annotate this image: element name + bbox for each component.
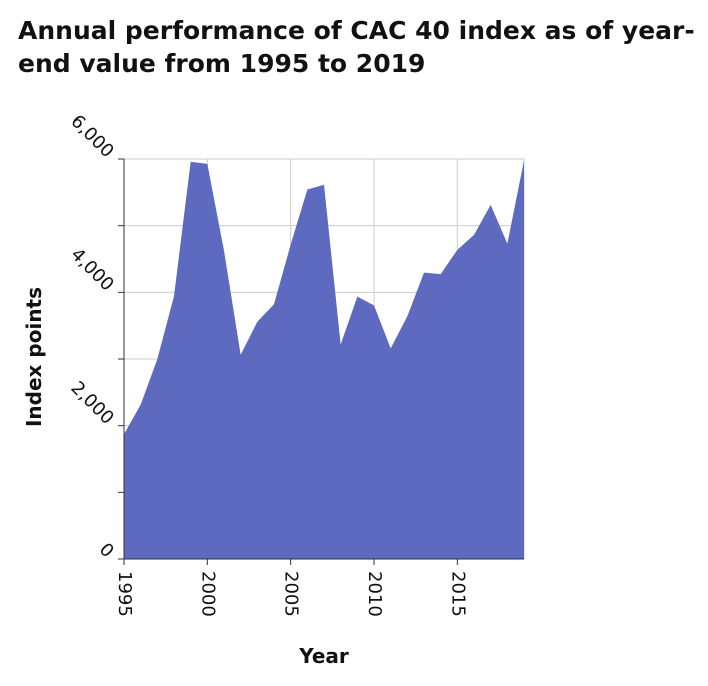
x-axis-title: Year xyxy=(298,644,349,668)
y-tick-label: 0 xyxy=(95,539,118,562)
x-tick-label: 2000 xyxy=(197,571,218,617)
x-axis-tick-labels: 1995 2000 2005 2010 2015 xyxy=(114,571,468,617)
y-tick-label: 6,000 xyxy=(66,111,117,162)
x-tick-label: 2015 xyxy=(447,571,468,617)
y-tick-label: 4,000 xyxy=(66,244,117,295)
x-tick-label: 2005 xyxy=(281,571,302,617)
x-tick-label: 2010 xyxy=(364,571,385,617)
x-tick-label: 1995 xyxy=(114,571,135,617)
axis-ticks xyxy=(118,158,524,565)
chart-title: Annual performance of CAC 40 index as of… xyxy=(18,16,695,78)
area-series xyxy=(124,160,524,559)
y-axis-title: Index points xyxy=(22,287,46,427)
y-axis-tick-labels: 0 2,000 4,000 6,000 xyxy=(66,111,117,562)
y-tick-label: 2,000 xyxy=(66,377,117,428)
